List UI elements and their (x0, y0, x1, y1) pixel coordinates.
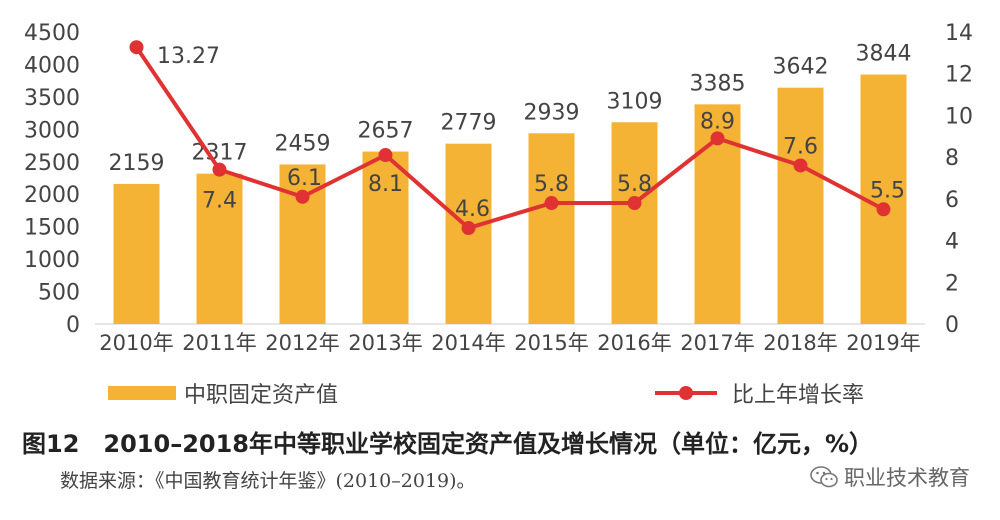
left-tick-label: 3500 (24, 86, 80, 111)
line-labels: 13.27 7.4 6.1 8.1 4.6 5.8 5.8 8.9 7.6 5.5 (157, 44, 905, 222)
figure-caption: 图12 2010–2018年中等职业学校固定资产值及增长情况（单位：亿元，%） (22, 430, 874, 458)
line-value-label: 7.6 (783, 134, 818, 159)
bar-value-label: 3109 (607, 89, 663, 114)
left-tick-label: 500 (38, 281, 80, 306)
legend: 中职固定资产值 比上年增长率 (108, 383, 864, 408)
left-tick-label: 2000 (24, 183, 80, 208)
legend-line-marker (679, 386, 693, 400)
bar (777, 87, 824, 324)
data-source: 数据来源：《中国教育统计年鉴》(2010–2019)。 (60, 470, 476, 492)
bar (611, 122, 658, 325)
bar (362, 151, 409, 324)
legend-line-label: 比上年增长率 (732, 383, 864, 408)
line-value-label: 5.5 (870, 178, 905, 203)
watermark: 职业技术教育 (810, 462, 970, 492)
right-tick-label: 2 (945, 271, 959, 296)
bar-value-label: 2939 (524, 100, 580, 125)
bar-value-label: 2317 (192, 141, 248, 166)
bar (196, 173, 243, 324)
right-tick-label: 10 (945, 104, 973, 129)
bar-value-label: 2657 (358, 119, 414, 144)
bar-value-label: 3385 (690, 71, 746, 96)
x-tick-label: 2015年 (514, 331, 588, 355)
bar-value-label: 3642 (773, 55, 829, 80)
bar-value-label: 2459 (275, 131, 331, 156)
right-tick-label: 6 (945, 188, 959, 213)
bar (528, 133, 575, 324)
line-value-label: 5.8 (617, 172, 652, 197)
line-value-label: 5.8 (534, 172, 569, 197)
line-value-label: 13.27 (157, 44, 220, 69)
right-tick-label: 0 (945, 313, 959, 338)
right-tick-label: 12 (945, 63, 973, 88)
right-tick-label: 8 (945, 146, 959, 171)
left-tick-label: 0 (66, 313, 80, 338)
left-tick-label: 2500 (24, 151, 80, 176)
legend-bar-swatch (108, 386, 176, 400)
line-point (212, 162, 227, 177)
right-tick-label: 4 (945, 230, 959, 255)
right-y-axis: 0 2 4 6 8 10 12 14 (945, 21, 973, 338)
left-tick-label: 1500 (24, 216, 80, 241)
left-tick-label: 4000 (24, 53, 80, 78)
x-tick-label: 2016年 (597, 331, 671, 355)
legend-bar-label: 中职固定资产值 (184, 383, 338, 408)
left-tick-label: 3000 (24, 118, 80, 143)
line-value-label: 8.1 (368, 172, 403, 197)
bar (113, 183, 160, 324)
line-value-label: 7.4 (202, 189, 237, 214)
line-point (876, 202, 891, 217)
line-point (544, 196, 559, 211)
wechat-icon (810, 466, 838, 488)
x-tick-label: 2019年 (846, 331, 920, 355)
line-point (461, 221, 476, 236)
x-tick-label: 2013年 (348, 331, 422, 355)
x-tick-label: 2010年 (99, 331, 173, 355)
bar-value-label: 2159 (109, 151, 165, 176)
bar-value-label: 2779 (441, 111, 497, 136)
line-series (129, 40, 891, 236)
x-axis-ticks: 2010年 2011年 2012年 2013年 2014年 2015年 2016年 2017年… (99, 331, 920, 355)
line-point (129, 40, 144, 55)
line-point (793, 158, 808, 173)
line-value-label: 6.1 (287, 166, 322, 191)
x-tick-label: 2014年 (431, 331, 505, 355)
bar-labels: 2159 2317 2459 2657 2779 2939 3109 3385 3642 3844 (109, 42, 912, 176)
line-point (627, 196, 642, 211)
x-tick-label: 2011年 (182, 331, 256, 355)
growth-line (134, 46, 885, 231)
x-tick-label: 2018年 (763, 331, 837, 355)
bar-series (113, 74, 907, 325)
left-y-axis: 0 500 1000 1500 2000 2500 3000 3500 4000 4500 (24, 21, 80, 338)
bar-value-label: 3844 (856, 42, 912, 67)
line-value-label: 8.9 (700, 109, 735, 134)
line-point (710, 131, 725, 146)
line-value-label: 4.6 (455, 197, 490, 222)
x-tick-label: 2012年 (265, 331, 339, 355)
x-tick-label: 2017年 (680, 331, 754, 355)
left-tick-label: 4500 (24, 21, 80, 46)
left-tick-label: 1000 (24, 248, 80, 273)
line-point (378, 148, 393, 163)
right-tick-label: 14 (945, 21, 973, 46)
watermark-text: 职业技术教育 (844, 466, 970, 490)
line-point (295, 189, 310, 204)
